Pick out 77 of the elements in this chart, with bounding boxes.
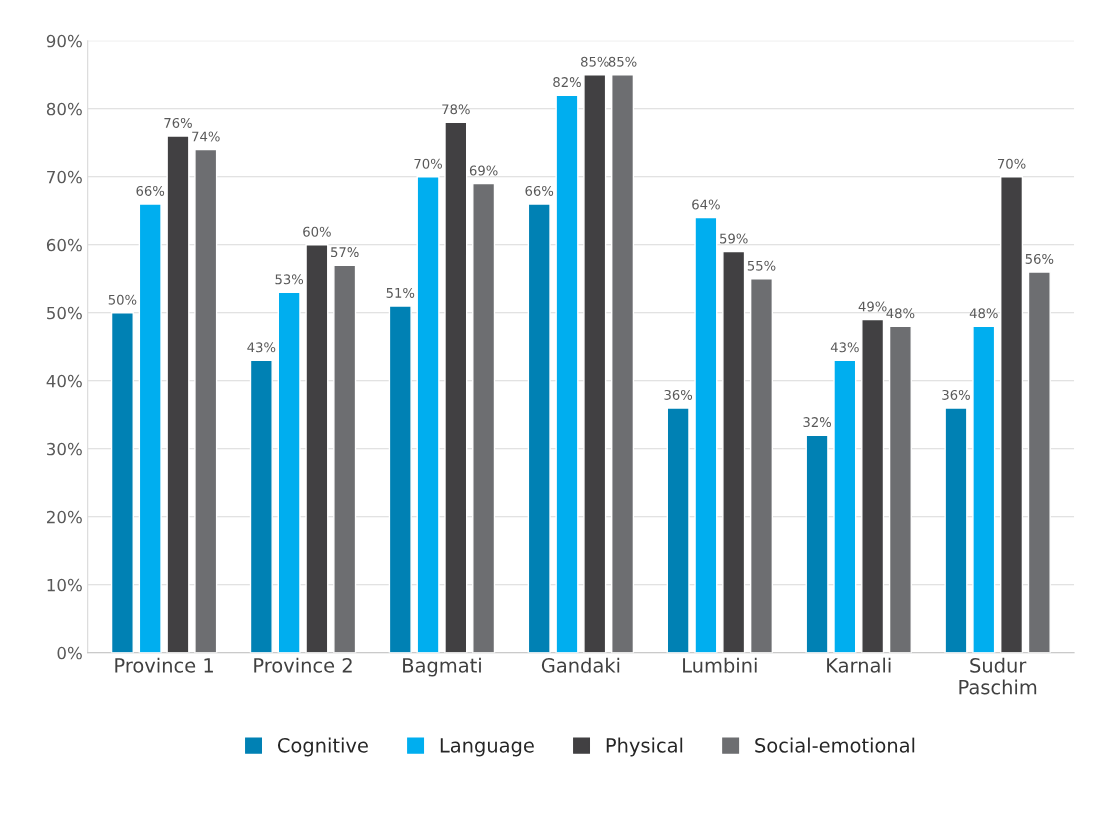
data-label: 53% (275, 274, 304, 285)
x-tick-label: Lumbini (683, 657, 757, 673)
x-tick-label: Sudur Paschim (959, 657, 1037, 695)
data-label: 64% (692, 199, 720, 210)
bar (722, 250, 746, 653)
data-label: 74% (192, 131, 220, 142)
data-label: 51% (386, 287, 415, 298)
bar (444, 121, 468, 653)
data-label: 85% (581, 56, 609, 67)
bar (694, 216, 718, 653)
data-label: 70% (414, 158, 442, 169)
bar (527, 203, 551, 653)
data-label: 43% (247, 342, 276, 353)
bar (611, 74, 635, 653)
legend-label: Language (440, 738, 534, 757)
data-label: 50% (108, 294, 137, 305)
bar (138, 203, 162, 653)
data-label: 76% (164, 117, 192, 128)
x-tick-label: Karnali (827, 657, 891, 673)
data-label: 85% (608, 56, 637, 67)
y-tick-label: 30% (47, 442, 82, 456)
data-label: 48% (969, 308, 998, 319)
bar (194, 148, 218, 653)
y-tick-label: 70% (47, 170, 82, 184)
x-tick-label: Gandaki (541, 657, 620, 673)
y-tick-label: 40% (46, 374, 82, 388)
x-tick-label: Province 2 (254, 657, 352, 673)
bar (110, 312, 134, 653)
bar (305, 244, 329, 653)
bar (833, 359, 857, 653)
data-label: 82% (553, 77, 581, 88)
bar (249, 359, 273, 653)
data-label: 36% (942, 389, 970, 400)
legend-label: Physical (606, 737, 683, 757)
bar (416, 176, 440, 653)
data-label: 69% (469, 165, 498, 176)
bar (333, 264, 357, 653)
bar (666, 407, 690, 653)
bar (1000, 176, 1024, 653)
bar (166, 135, 190, 653)
legend-label: Cognitive (277, 737, 368, 757)
data-label: 66% (136, 185, 165, 196)
legend-label: Social-emotional (755, 737, 915, 753)
bar (749, 278, 774, 653)
data-label: 36% (664, 389, 693, 400)
y-tick-label: 90% (46, 34, 82, 48)
data-label: 59% (720, 233, 748, 244)
y-tick-label: 80% (46, 102, 82, 116)
data-label: 60% (303, 226, 331, 237)
bar (861, 318, 885, 653)
data-label: 55% (747, 260, 776, 271)
bar (555, 94, 579, 653)
y-tick-label: 50% (47, 306, 82, 320)
x-tick-label: Bagmati (403, 657, 481, 677)
y-tick-label: 20% (47, 510, 82, 524)
data-label: 32% (803, 417, 831, 428)
bar (944, 407, 968, 653)
x-tick-label: Province 1 (115, 657, 213, 673)
bar (472, 182, 496, 653)
data-label: 48% (886, 308, 915, 319)
data-label: 66% (525, 185, 554, 196)
y-tick-label: 60% (46, 238, 82, 252)
data-label: 70% (997, 158, 1026, 169)
bar (805, 434, 829, 653)
bar (1027, 271, 1051, 653)
y-tick-label: 0% (57, 646, 82, 660)
data-label: 43% (830, 342, 859, 353)
bar (277, 291, 301, 653)
bar (388, 305, 412, 653)
data-label: 57% (331, 247, 359, 258)
data-label: 78% (442, 104, 470, 115)
bar (972, 325, 996, 653)
bar (583, 74, 607, 653)
bar (888, 325, 912, 653)
y-tick-label: 10% (47, 578, 82, 592)
data-label: 49% (858, 301, 887, 312)
data-label: 56% (1025, 253, 1054, 264)
